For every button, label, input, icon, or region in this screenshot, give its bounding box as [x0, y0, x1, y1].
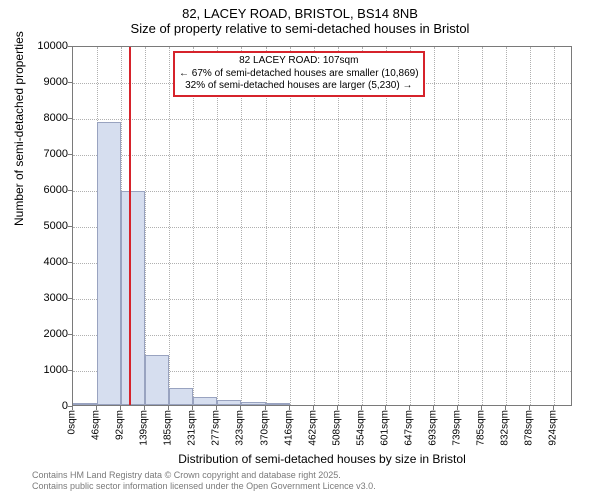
- gridline-v: [362, 47, 363, 405]
- footer-attribution: Contains HM Land Registry data © Crown c…: [32, 470, 376, 493]
- histogram-bar: [73, 403, 97, 405]
- ytick-label: 9000: [18, 76, 68, 88]
- gridline-v: [217, 47, 218, 405]
- xtick-label: 92sqm: [114, 410, 125, 440]
- gridline-h: [73, 227, 571, 228]
- xtick-label: 739sqm: [451, 410, 462, 446]
- xtick-label: 185sqm: [163, 410, 174, 446]
- ytick-label: 6000: [18, 184, 68, 196]
- title-line-2: Size of property relative to semi-detach…: [0, 21, 600, 36]
- gridline-v: [434, 47, 435, 405]
- plot-area: 82 LACEY ROAD: 107sqm← 67% of semi-detac…: [72, 46, 572, 406]
- histogram-bar: [241, 402, 265, 405]
- gridline-v: [458, 47, 459, 405]
- xtick-label: 323sqm: [235, 410, 246, 446]
- gridline-h: [73, 119, 571, 120]
- gridline-v: [145, 47, 146, 405]
- ytick-label: 7000: [18, 148, 68, 160]
- xtick-label: 878sqm: [524, 410, 535, 446]
- gridline-v: [554, 47, 555, 405]
- ytick-mark: [68, 118, 72, 119]
- xtick-label: 416sqm: [283, 410, 294, 446]
- chart-title: 82, LACEY ROAD, BRISTOL, BS14 8NB Size o…: [0, 0, 600, 36]
- xtick-label: 139sqm: [139, 410, 150, 446]
- xtick-label: 785sqm: [475, 410, 486, 446]
- title-line-1: 82, LACEY ROAD, BRISTOL, BS14 8NB: [0, 6, 600, 21]
- xtick-label: 370sqm: [259, 410, 270, 446]
- ytick-label: 4000: [18, 256, 68, 268]
- gridline-v: [506, 47, 507, 405]
- ytick-label: 3000: [18, 292, 68, 304]
- ytick-label: 8000: [18, 112, 68, 124]
- gridline-v: [530, 47, 531, 405]
- histogram-bar: [121, 191, 145, 405]
- gridline-v: [482, 47, 483, 405]
- xtick-label: 0sqm: [67, 410, 78, 434]
- ytick-label: 1000: [18, 364, 68, 376]
- gridline-v: [169, 47, 170, 405]
- ytick-mark: [68, 226, 72, 227]
- annotation-line: 32% of semi-detached houses are larger (…: [179, 80, 419, 93]
- gridline-v: [241, 47, 242, 405]
- xtick-label: 46sqm: [90, 410, 101, 440]
- gridline-h: [73, 263, 571, 264]
- reference-line: [129, 47, 131, 405]
- ytick-mark: [68, 190, 72, 191]
- y-axis-label: Number of semi-detached properties: [12, 31, 26, 226]
- xtick-label: 277sqm: [211, 410, 222, 446]
- annotation-line: 82 LACEY ROAD: 107sqm: [179, 55, 419, 68]
- histogram-bar: [97, 122, 121, 405]
- ytick-mark: [68, 298, 72, 299]
- xtick-label: 832sqm: [500, 410, 511, 446]
- xtick-label: 462sqm: [307, 410, 318, 446]
- xtick-label: 554sqm: [355, 410, 366, 446]
- ytick-label: 2000: [18, 328, 68, 340]
- ytick-mark: [68, 82, 72, 83]
- gridline-v: [314, 47, 315, 405]
- xtick-label: 647sqm: [403, 410, 414, 446]
- xtick-label: 601sqm: [380, 410, 391, 446]
- ytick-mark: [68, 262, 72, 263]
- gridline-h: [73, 299, 571, 300]
- ytick-label: 0: [18, 400, 68, 412]
- xtick-label: 924sqm: [548, 410, 559, 446]
- annotation-box: 82 LACEY ROAD: 107sqm← 67% of semi-detac…: [173, 51, 425, 97]
- histogram-bar: [145, 355, 169, 405]
- x-axis-label: Distribution of semi-detached houses by …: [72, 452, 572, 466]
- ytick-mark: [68, 334, 72, 335]
- ytick-mark: [68, 154, 72, 155]
- gridline-v: [410, 47, 411, 405]
- histogram-bar: [217, 400, 241, 405]
- histogram-bar: [193, 397, 217, 405]
- footer-line-1: Contains HM Land Registry data © Crown c…: [32, 470, 376, 481]
- xtick-label: 508sqm: [331, 410, 342, 446]
- gridline-v: [266, 47, 267, 405]
- histogram-bar: [266, 403, 290, 405]
- gridline-h: [73, 155, 571, 156]
- footer-line-2: Contains public sector information licen…: [32, 481, 376, 492]
- gridline-v: [193, 47, 194, 405]
- histogram-bar: [169, 388, 193, 405]
- ytick-mark: [68, 46, 72, 47]
- xtick-label: 693sqm: [427, 410, 438, 446]
- gridline-v: [386, 47, 387, 405]
- ytick-label: 5000: [18, 220, 68, 232]
- gridline-h: [73, 335, 571, 336]
- gridline-h: [73, 191, 571, 192]
- xtick-label: 231sqm: [187, 410, 198, 446]
- gridline-v: [338, 47, 339, 405]
- ytick-label: 10000: [18, 40, 68, 52]
- annotation-line: ← 67% of semi-detached houses are smalle…: [179, 68, 419, 81]
- gridline-v: [290, 47, 291, 405]
- ytick-mark: [68, 370, 72, 371]
